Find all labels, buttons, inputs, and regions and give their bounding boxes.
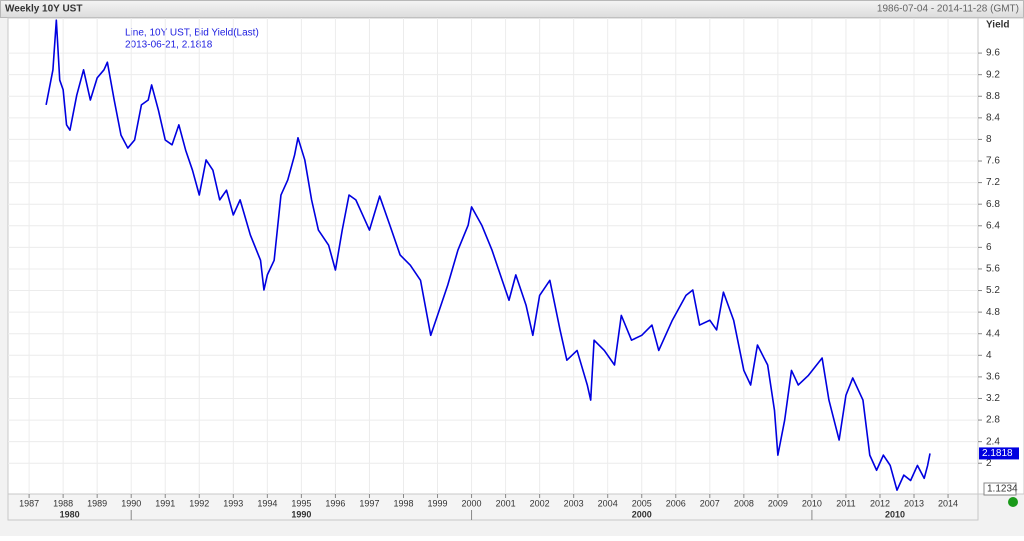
last-value-box [979,447,1019,460]
decade-label: 2000 [632,509,652,519]
x-tick-label: 2002 [530,498,550,508]
y-tick-label: 7.2 [986,177,1000,188]
x-tick-label: 1995 [291,498,311,508]
y-tick-label: 4.8 [986,307,1000,318]
x-tick-label: 2000 [462,498,482,508]
cursor-label: 1.1234 [987,484,1018,495]
x-tick-label: 2005 [632,498,652,508]
y-tick-label: 4 [986,350,992,361]
x-tick-label: 2014 [938,498,958,508]
x-tick-label: 1998 [393,498,413,508]
y-tick-label: 7.6 [986,156,1000,167]
x-tick-label: 2006 [666,498,686,508]
x-tick-label: 2008 [734,498,754,508]
decade-label: 1980 [60,509,80,519]
decade-label: 2010 [885,509,905,519]
y-axis-strip [977,17,1024,495]
y-tick-label: 3.2 [986,393,1000,404]
x-tick-label: 1993 [223,498,243,508]
y-tick-label: 4.4 [986,328,1000,339]
y-tick-label: 3.6 [986,372,1000,383]
x-tick-label: 2003 [564,498,584,508]
x-tick-label: 1990 [121,498,141,508]
x-axis-strip [7,493,979,521]
y-tick-label: 2.8 [986,415,1000,426]
decade-label: 1990 [291,509,311,519]
y-tick-label: 2.4 [986,436,1000,447]
x-tick-label: 2001 [496,498,516,508]
y-tick-label: 6 [986,242,992,253]
status-dot [1008,497,1018,507]
y-tick-label: 8.4 [986,112,1000,123]
date-range: 1986-07-04 - 2014-11-28 (GMT) [877,4,1019,15]
x-tick-label: 2013 [904,498,924,508]
x-tick-label: 2012 [870,498,890,508]
legend-line: Line, 10Y UST, Bid Yield(Last) [125,28,259,39]
plot-area [7,17,979,495]
y-tick-label: 2 [986,458,992,469]
x-tick-label: 1989 [87,498,107,508]
data-line [45,19,931,492]
x-tick-label: 1999 [428,498,448,508]
x-tick-label: 1997 [359,498,379,508]
x-tick-label: 1992 [189,498,209,508]
x-tick-label: 1988 [53,498,73,508]
y-tick-label: 8 [986,134,992,145]
y-tick-label: 5.2 [986,285,1000,296]
x-tick-label: 2007 [700,498,720,508]
y-tick-label: 6.8 [986,199,1000,210]
x-tick-label: 1987 [19,498,39,508]
y-axis-label: Yield [986,20,1010,31]
y-tick-label: 9.2 [986,69,1000,80]
cursor-box [983,482,1017,496]
x-tick-label: 1994 [257,498,277,508]
y-tick-label: 9.6 [986,48,1000,59]
chart-title: Weekly 10Y UST [5,4,82,15]
y-tick-label: 5.6 [986,264,1000,275]
legend-line: 2013-06-21, 2.1818 [125,40,213,51]
x-tick-label: 1996 [325,498,345,508]
last-value-label: 2.1818 [982,448,1013,459]
y-tick-label: 6.4 [986,220,1000,231]
x-tick-label: 2010 [802,498,822,508]
x-tick-label: 2009 [768,498,788,508]
y-tick-label: 8.8 [986,91,1000,102]
header-bar [0,0,1024,18]
x-tick-label: 1991 [155,498,175,508]
x-tick-label: 2011 [836,498,855,508]
x-tick-label: 2004 [598,498,618,508]
